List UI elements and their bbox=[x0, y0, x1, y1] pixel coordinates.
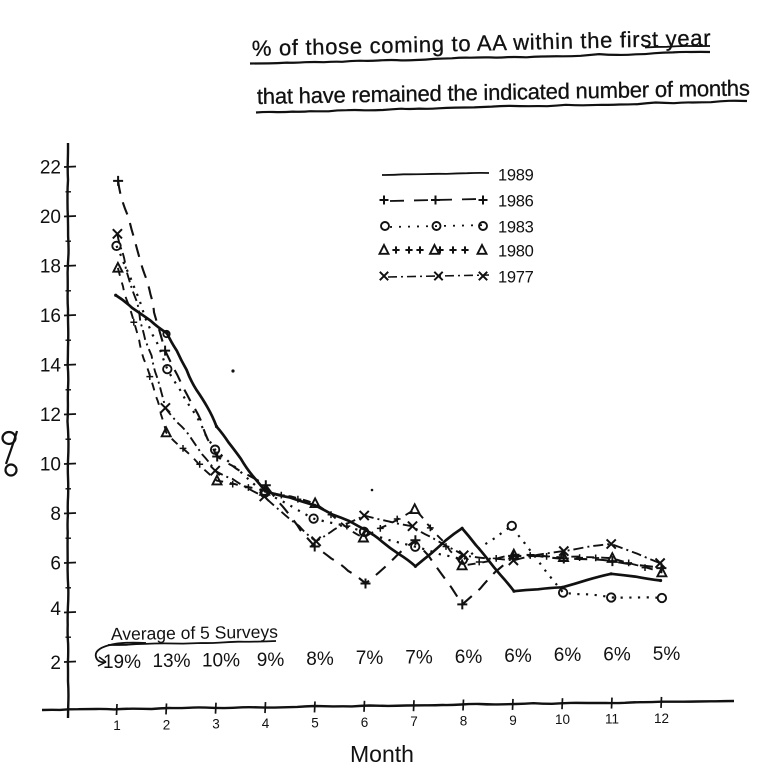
svg-text:20: 20 bbox=[40, 207, 61, 228]
svg-text:12: 12 bbox=[40, 405, 61, 426]
svg-text:16: 16 bbox=[40, 306, 61, 327]
svg-text:6%: 6% bbox=[603, 645, 631, 666]
svg-text:11: 11 bbox=[605, 712, 619, 727]
svg-text:13%: 13% bbox=[152, 651, 190, 672]
svg-text:14: 14 bbox=[40, 356, 62, 377]
svg-text:4: 4 bbox=[262, 716, 270, 731]
svg-text:22: 22 bbox=[40, 158, 61, 179]
svg-text:7%: 7% bbox=[356, 648, 384, 669]
svg-text:19%: 19% bbox=[103, 652, 141, 673]
svg-text:4: 4 bbox=[50, 599, 61, 620]
svg-text:6%: 6% bbox=[504, 646, 532, 667]
svg-text:6: 6 bbox=[50, 554, 61, 575]
svg-text:12: 12 bbox=[654, 711, 669, 726]
svg-text:5%: 5% bbox=[653, 644, 681, 665]
svg-text:3: 3 bbox=[212, 717, 220, 732]
svg-text:Average of 5 Surveys: Average of 5 Surveys bbox=[111, 622, 279, 644]
svg-text:7%: 7% bbox=[405, 648, 433, 669]
svg-text:Month: Month bbox=[350, 741, 414, 767]
svg-text:5: 5 bbox=[311, 715, 319, 730]
svg-text:6%: 6% bbox=[455, 647, 483, 668]
svg-text:1983: 1983 bbox=[498, 219, 534, 237]
svg-text:10: 10 bbox=[555, 712, 570, 727]
svg-text:1: 1 bbox=[113, 718, 121, 733]
svg-text:8: 8 bbox=[460, 714, 468, 729]
svg-text:1980: 1980 bbox=[498, 243, 534, 261]
svg-text:10: 10 bbox=[40, 455, 61, 476]
svg-text:18: 18 bbox=[40, 257, 61, 278]
svg-text:2: 2 bbox=[163, 717, 171, 732]
svg-text:7: 7 bbox=[410, 714, 418, 729]
svg-text:8%: 8% bbox=[306, 649, 334, 670]
svg-text:6: 6 bbox=[361, 715, 369, 730]
svg-text:1986: 1986 bbox=[498, 193, 534, 211]
svg-text:6%: 6% bbox=[554, 645, 582, 666]
svg-text:8: 8 bbox=[50, 504, 61, 525]
svg-text:10%: 10% bbox=[202, 651, 240, 672]
svg-text:9%: 9% bbox=[257, 650, 285, 671]
svg-text:1977: 1977 bbox=[498, 269, 534, 287]
svg-text:9: 9 bbox=[509, 713, 517, 728]
svg-text:1989: 1989 bbox=[498, 167, 534, 185]
svg-text:2: 2 bbox=[50, 653, 61, 674]
